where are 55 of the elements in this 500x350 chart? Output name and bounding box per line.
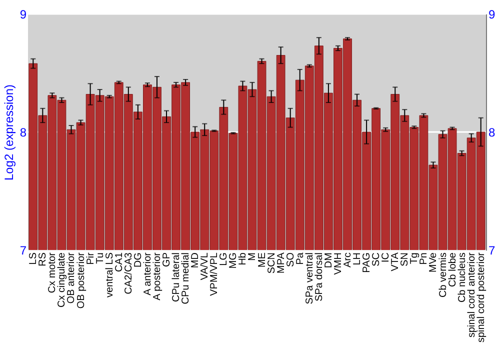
x-tick-label: Pir — [85, 252, 96, 265]
x-tick-label: Cb nucleus — [456, 252, 468, 303]
x-tick-label: GP — [162, 252, 173, 267]
x-tick-label: spinal cord posterior — [476, 252, 487, 343]
y-axis-title: Log2 (expression) — [2, 84, 16, 181]
x-tick-label: VA/VL — [200, 252, 211, 280]
y-tick-label: 8 — [20, 126, 27, 140]
y-tick-label: 7 — [20, 244, 27, 258]
x-tick-label: ME — [256, 252, 268, 268]
x-tick-label: Cx motor — [47, 252, 58, 294]
x-tick-label: SPa ventral — [304, 252, 316, 304]
x-tick-label: A posterior — [152, 252, 163, 300]
x-tick-label: SPa dorsal — [314, 252, 325, 302]
x-tick-label: VMH — [332, 252, 344, 275]
x-tick-label: SN — [400, 252, 411, 266]
x-tick-label: SO — [285, 252, 296, 267]
x-tick-label: CA1 — [114, 252, 125, 272]
x-tick-label: CPu lateral — [171, 252, 182, 302]
x-tick-label: Pa — [294, 252, 306, 265]
x-tick-label: OB anterior — [66, 252, 78, 304]
x-tick-label: LH — [352, 252, 364, 266]
x-tick-label: SC — [371, 252, 382, 266]
x-tick-label: RS — [38, 252, 49, 266]
x-tick-label: Tu — [94, 252, 106, 264]
x-tick-label: Cx cingulate — [56, 252, 68, 308]
x-tick-label: VTA — [390, 252, 402, 272]
y2-tick-label: 8 — [488, 126, 496, 140]
x-tick-label: CPu medial — [180, 252, 192, 304]
x-tick-label: LG — [218, 252, 230, 266]
x-tick-label: A anterior — [142, 252, 154, 296]
x-tick-label: DG — [132, 252, 144, 268]
y-tick-label: 9 — [20, 8, 27, 22]
x-tick-label: Arc — [342, 252, 354, 268]
x-tick-label: Tg — [409, 252, 420, 264]
x-tick-label: SCN — [266, 252, 278, 274]
x-tick-label: MVe — [428, 252, 440, 273]
x-tick-label: IC — [380, 252, 392, 262]
x-tick-label: LS — [28, 252, 40, 265]
x-tick-label: CA2/CA3 — [123, 252, 134, 294]
x-tick-label: MD — [190, 252, 202, 268]
x-tick-label: PAG — [362, 252, 373, 273]
x-tick-label: M — [247, 252, 258, 261]
x-tick-label: ventral LS — [104, 252, 116, 298]
x-tick-label: MG — [228, 252, 240, 269]
x-tick-label: spinal cord anterior — [466, 252, 478, 338]
x-tick-label: Hb — [238, 252, 249, 266]
x-tick-label: OB posterior — [76, 252, 87, 309]
x-tick-label: DM — [323, 252, 334, 268]
y2-tick-label: 9 — [488, 8, 496, 22]
x-tick-label: Cb lobe — [447, 252, 458, 287]
x-tick-label: MPA — [276, 252, 287, 274]
x-tick-label: Cb vermis — [438, 252, 449, 298]
x-tick-label: VPM/VPL — [209, 252, 220, 296]
y2-tick-label: 7 — [488, 244, 496, 258]
x-tick-label: Pn — [418, 252, 430, 265]
